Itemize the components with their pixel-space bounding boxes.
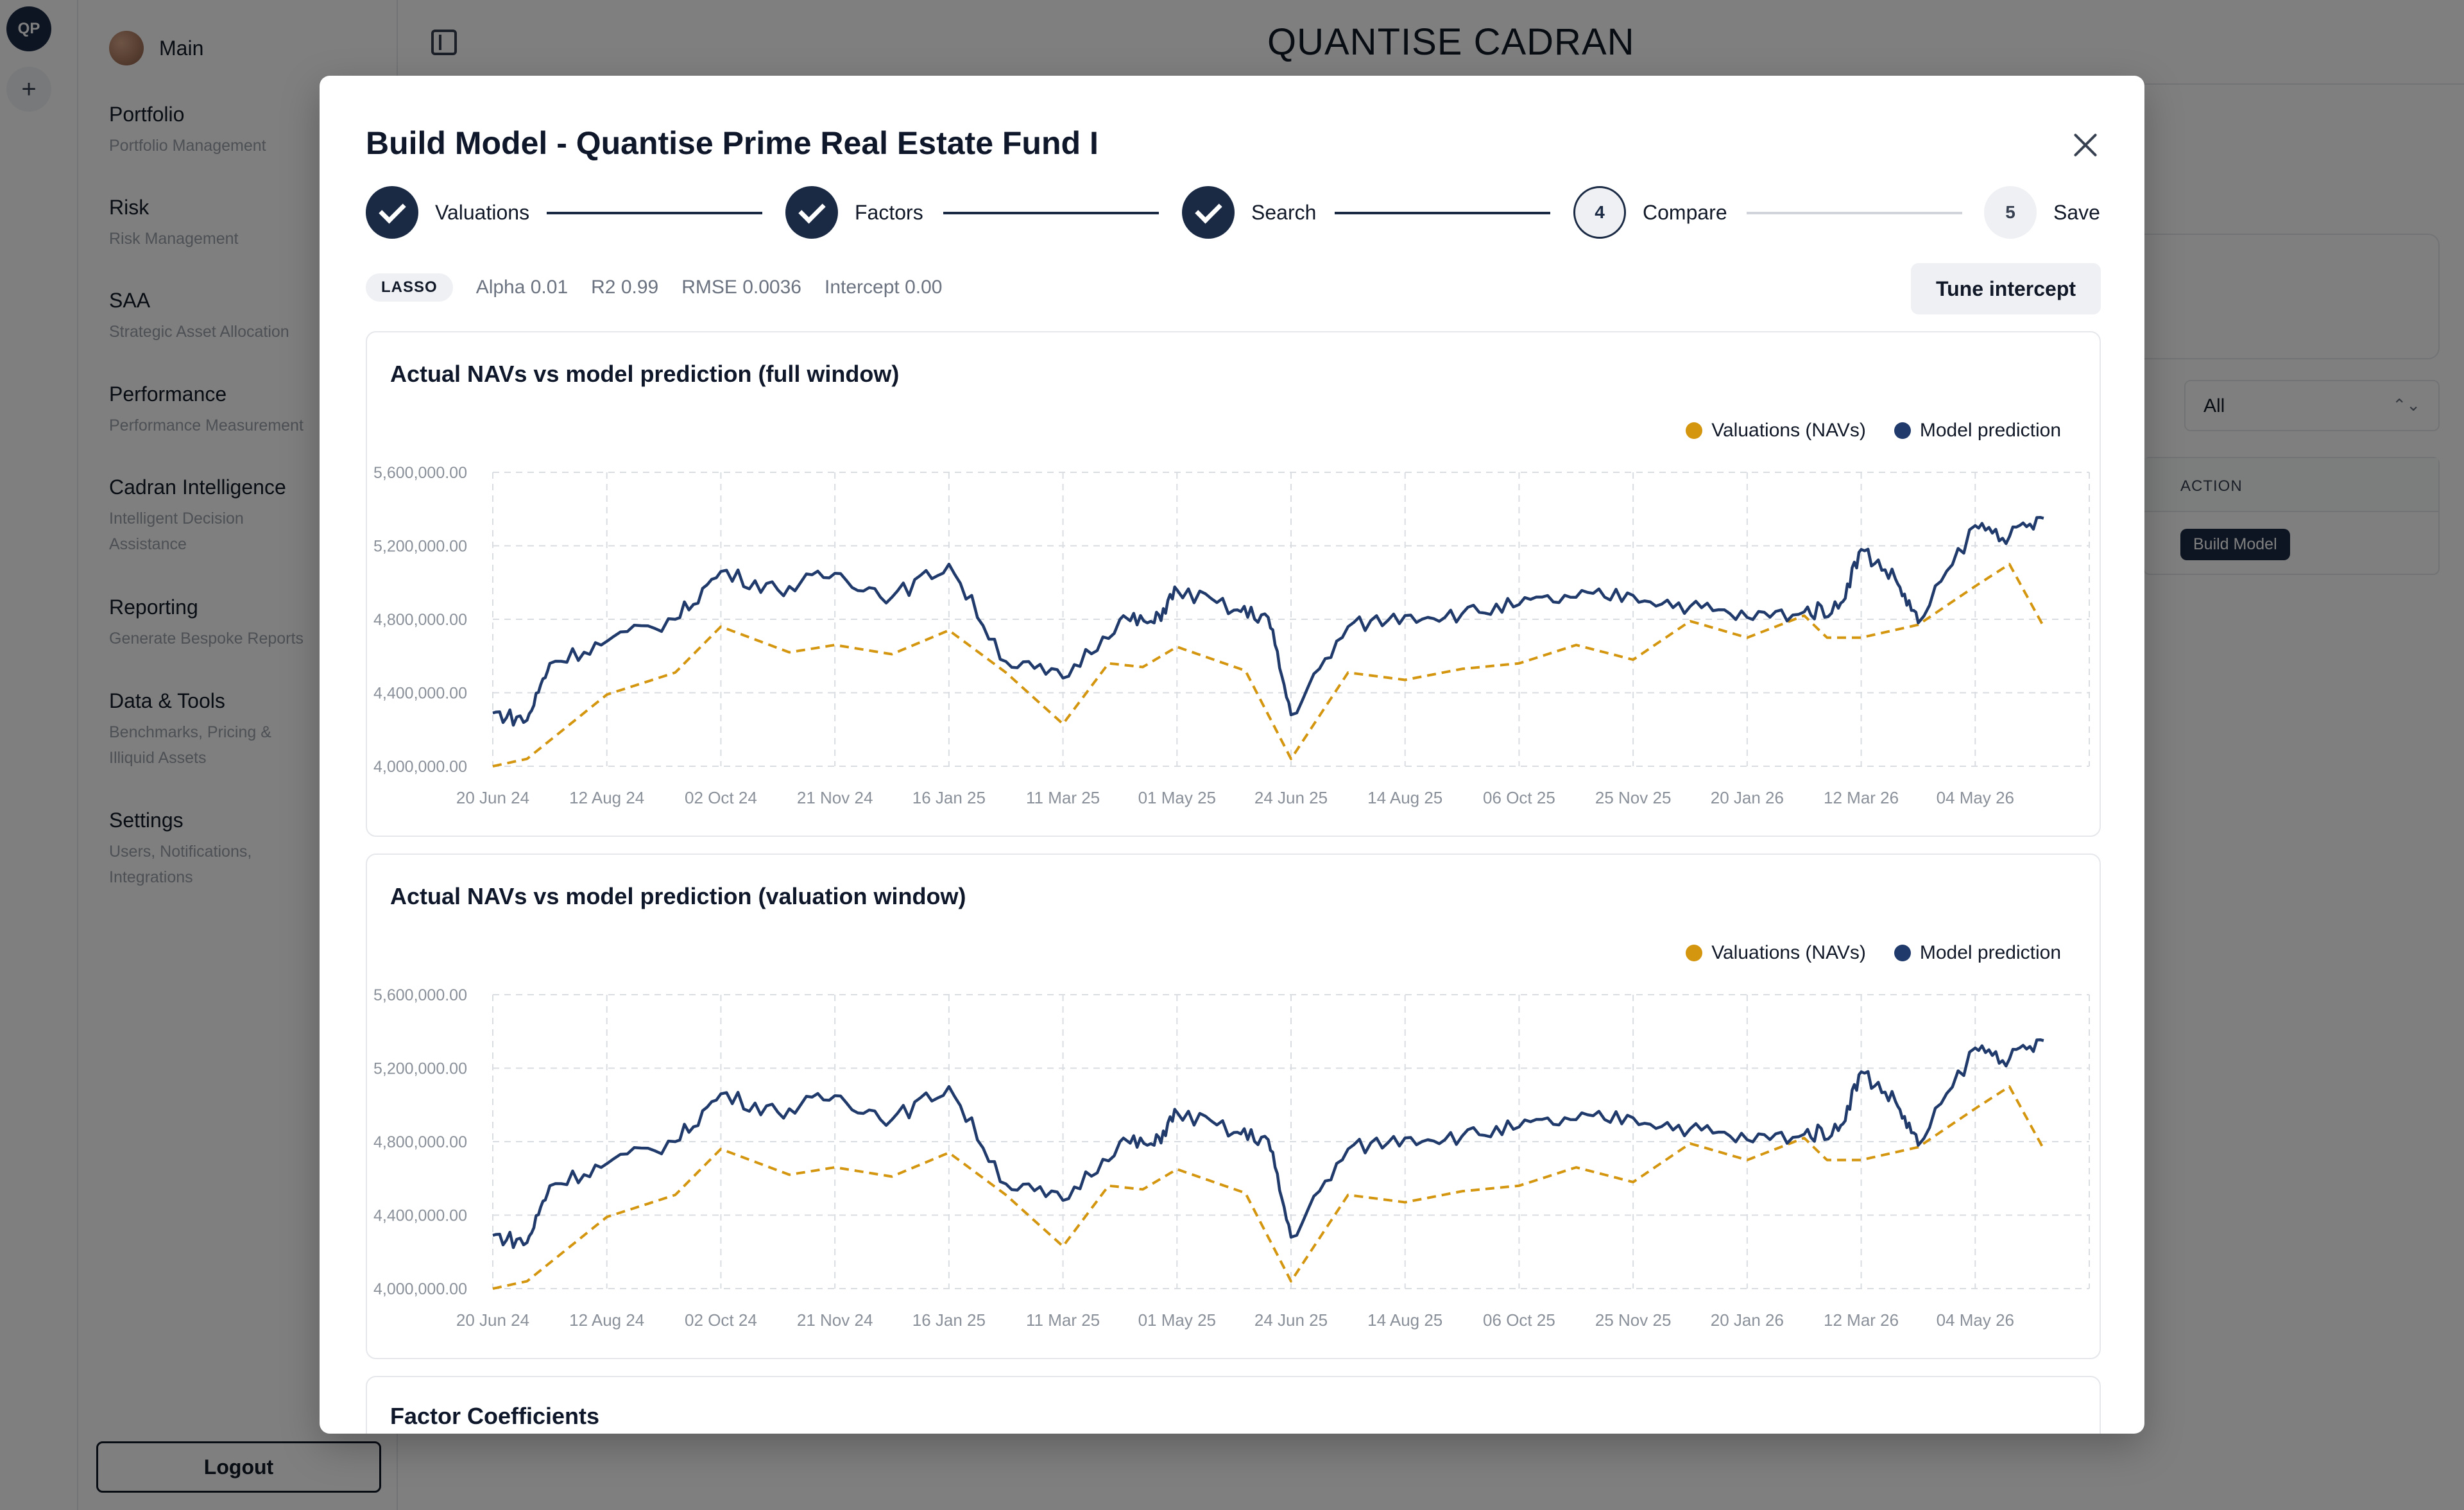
x-tick-label: 02 Oct 24 [685,1310,757,1330]
legend-label: Model prediction [1919,420,2061,441]
legend-dot-icon [1894,422,1911,439]
legend-dot-icon [1894,945,1911,961]
legend-label: Valuations (NAVs) [1711,420,1866,441]
x-tick-label: 21 Nov 24 [797,1310,873,1330]
check-icon [785,186,838,239]
y-tick-label: 5,600,000.00 [373,986,467,1004]
y-tick-label: 4,000,000.00 [373,758,467,776]
line-chart-full-window[interactable]: 5,600,000.00 5,200,000.00 4,800,000.00 4,40… [367,448,2100,833]
build-model-modal: Build Model - Quantise Prime Real Estate… [320,76,2144,1434]
step-label: Save [2053,200,2100,224]
chart-legend: Valuations (NAVs) Model prediction [1686,942,2061,964]
legend-item-valuations[interactable]: Valuations (NAVs) [1686,420,1866,442]
x-tick-label: 11 Mar 25 [1026,1310,1100,1330]
step-label: Factors [855,200,923,224]
series-line-model-prediction [492,1038,2044,1249]
x-tick-label: 20 Jun 24 [456,788,529,807]
legend-dot-icon [1686,945,1703,961]
y-tick-label: 4,800,000.00 [373,611,467,629]
series-line-valuations [492,563,2045,768]
close-icon[interactable] [2071,131,2100,159]
x-tick-label: 16 Jan 25 [912,1310,986,1330]
x-tick-label: 24 Jun 25 [1254,788,1328,807]
step-save[interactable]: 5 Save [1984,186,2100,239]
metric-r2: R2 0.99 [591,277,659,298]
x-tick-label: 12 Aug 24 [569,788,644,807]
x-tick-label: 06 Oct 25 [1483,788,1555,807]
line-chart-valuation-window[interactable]: 5,600,000.00 5,200,000.00 4,800,000.00 4,40… [367,970,2100,1355]
model-metrics: LASSO Alpha 0.01 R2 0.99 RMSE 0.0036 Int… [366,272,942,303]
legend-item-prediction[interactable]: Model prediction [1894,942,2061,964]
x-tick-label: 20 Jun 24 [456,1310,529,1330]
x-tick-label: 14 Aug 25 [1367,788,1442,807]
step-label: Compare [1643,200,1727,224]
x-tick-label: 25 Nov 25 [1595,1310,1672,1330]
x-tick-label: 01 May 25 [1138,788,1216,807]
step-label: Valuations [435,200,530,224]
model-type-badge: LASSO [366,273,453,302]
y-tick-label: 5,200,000.00 [373,1060,467,1078]
chart-legend: Valuations (NAVs) Model prediction [1686,420,2061,442]
step-connector [1335,212,1550,214]
x-tick-label: 12 Aug 24 [569,1310,644,1330]
chart-card-valuation-window: Actual NAVs vs model prediction (valuati… [366,854,2101,1359]
factor-coefficients-card: Factor Coefficients [366,1376,2101,1434]
x-tick-label: 14 Aug 25 [1367,1310,1442,1330]
x-tick-label: 20 Jan 26 [1711,1310,1784,1330]
metric-alpha: Alpha 0.01 [475,277,569,298]
x-tick-label: 20 Jan 26 [1711,788,1784,807]
step-search[interactable]: Search [1182,186,1316,239]
x-tick-label: 02 Oct 24 [685,788,757,807]
step-compare[interactable]: 4 Compare [1573,186,1727,239]
chart-card-full-window: Actual NAVs vs model prediction (full wi… [366,331,2101,837]
x-tick-label: 21 Nov 24 [797,788,873,807]
step-number: 4 [1573,186,1626,239]
check-icon [366,186,418,239]
y-tick-label: 5,600,000.00 [373,464,467,482]
legend-item-valuations[interactable]: Valuations (NAVs) [1686,942,1866,964]
x-tick-label: 04 May 26 [1937,1310,2014,1330]
step-valuations[interactable]: Valuations [366,186,529,239]
legend-dot-icon [1686,422,1703,439]
tune-intercept-button[interactable]: Tune intercept [1911,263,2101,314]
x-tick-label: 06 Oct 25 [1483,1310,1555,1330]
legend-item-prediction[interactable]: Model prediction [1894,420,2061,442]
modal-title: Build Model - Quantise Prime Real Estate… [366,125,1099,161]
x-tick-label: 24 Jun 25 [1254,1310,1328,1330]
stepper: Valuations Factors Search 4 Compare 5 Sa… [366,186,2100,241]
y-tick-label: 4,400,000.00 [373,685,467,703]
step-label: Search [1251,200,1317,224]
series-line-valuations [492,1085,2045,1290]
x-tick-label: 11 Mar 25 [1026,788,1100,807]
legend-label: Valuations (NAVs) [1711,942,1866,963]
step-factors[interactable]: Factors [785,186,923,239]
y-tick-label: 4,400,000.00 [373,1207,467,1225]
step-number: 5 [1984,186,2037,239]
x-tick-label: 25 Nov 25 [1595,788,1672,807]
x-tick-label: 12 Mar 26 [1824,1310,1899,1330]
metric-rmse: RMSE 0.0036 [681,277,801,298]
step-connector [1747,212,1962,214]
chart-title: Actual NAVs vs model prediction (full wi… [390,361,900,387]
step-connector [547,212,762,214]
chart-title: Actual NAVs vs model prediction (valuati… [390,883,966,909]
x-tick-label: 04 May 26 [1937,788,2014,807]
y-tick-label: 4,800,000.00 [373,1133,467,1151]
x-tick-label: 12 Mar 26 [1824,788,1899,807]
x-tick-label: 01 May 25 [1138,1310,1216,1330]
metric-intercept: Intercept 0.00 [825,277,943,298]
legend-label: Model prediction [1919,942,2061,963]
y-tick-label: 5,200,000.00 [373,538,467,556]
series-line-model-prediction [492,515,2044,727]
factor-coefficients-title: Factor Coefficients [390,1403,600,1429]
check-icon [1182,186,1235,239]
x-tick-label: 16 Jan 25 [912,788,986,807]
y-tick-label: 4,000,000.00 [373,1280,467,1298]
step-connector [943,212,1159,214]
